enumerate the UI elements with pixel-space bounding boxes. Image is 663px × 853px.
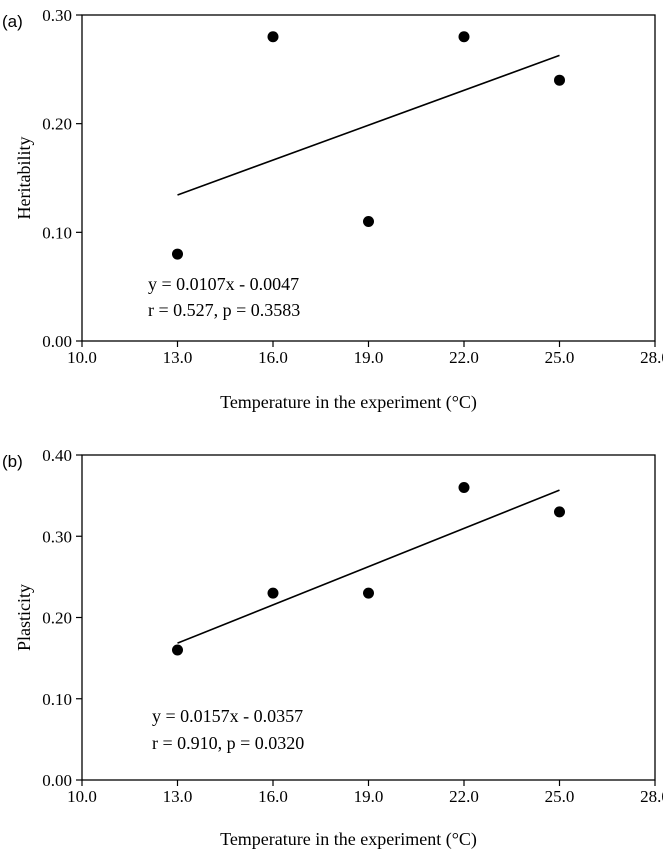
panel-label: (b) — [2, 452, 23, 471]
y-tick-label: 0.10 — [42, 690, 72, 709]
y-tick-label: 0.40 — [42, 446, 72, 465]
y-tick-label: 0.10 — [42, 223, 72, 242]
x-tick-label: 28.0 — [640, 787, 663, 806]
x-tick-label: 19.0 — [354, 348, 384, 367]
x-tick-label: 16.0 — [258, 787, 288, 806]
y-tick-label: 0.00 — [42, 771, 72, 790]
x-tick-label: 13.0 — [163, 787, 193, 806]
y-axis-label: Plasticity — [14, 584, 34, 651]
x-axis-label: Temperature in the experiment (°C) — [220, 392, 477, 413]
x-tick-label: 28.0 — [640, 348, 663, 367]
data-point-3 — [363, 587, 374, 599]
x-tick-label: 10.0 — [67, 787, 97, 806]
x-tick-label: 22.0 — [449, 348, 479, 367]
data-point-1 — [172, 644, 183, 656]
correlation-stats: r = 0.527, p = 0.3583 — [148, 300, 300, 320]
x-tick-label: 10.0 — [67, 348, 97, 367]
regression-equation: y = 0.0107x - 0.0047 — [148, 274, 299, 294]
y-axis-label: Heritability — [14, 137, 34, 220]
x-tick-label: 13.0 — [163, 348, 193, 367]
y-tick-label: 0.30 — [42, 6, 72, 25]
correlation-stats: r = 0.910, p = 0.0320 — [152, 733, 304, 753]
data-point-2 — [267, 31, 279, 43]
x-tick-label: 22.0 — [449, 787, 479, 806]
x-tick-label: 25.0 — [545, 348, 575, 367]
regression-equation: y = 0.0157x - 0.0357 — [152, 706, 303, 726]
data-point-5 — [554, 506, 565, 518]
x-tick-label: 19.0 — [354, 787, 384, 806]
x-axis-label: Temperature in the experiment (°C) — [220, 829, 477, 850]
panel-a: (a) 10.0 13.0 16.0 19.0 22.0 25.0 28.0 0.00 0.10 0… — [2, 6, 663, 413]
y-tick-label: 0.20 — [42, 115, 72, 134]
plot-frame — [81, 454, 656, 781]
y-tick-label: 0.00 — [42, 332, 72, 351]
data-point-4 — [458, 31, 470, 43]
data-point-2 — [267, 587, 279, 599]
data-point-4 — [458, 482, 470, 493]
panel-b: (b) 10.0 13.0 16.0 19.0 22.0 25.0 28.0 0.00 0.10 0… — [2, 446, 663, 850]
y-tick-label: 0.20 — [42, 609, 72, 628]
panel-label: (a) — [2, 12, 23, 31]
data-point-1 — [172, 248, 183, 260]
x-tick-label: 16.0 — [258, 348, 288, 367]
trendline — [177, 489, 560, 644]
data-point-5 — [554, 74, 565, 86]
y-tick-label: 0.30 — [42, 527, 72, 546]
data-point-3 — [363, 215, 374, 227]
trendline — [177, 54, 560, 196]
x-tick-label: 25.0 — [545, 787, 575, 806]
